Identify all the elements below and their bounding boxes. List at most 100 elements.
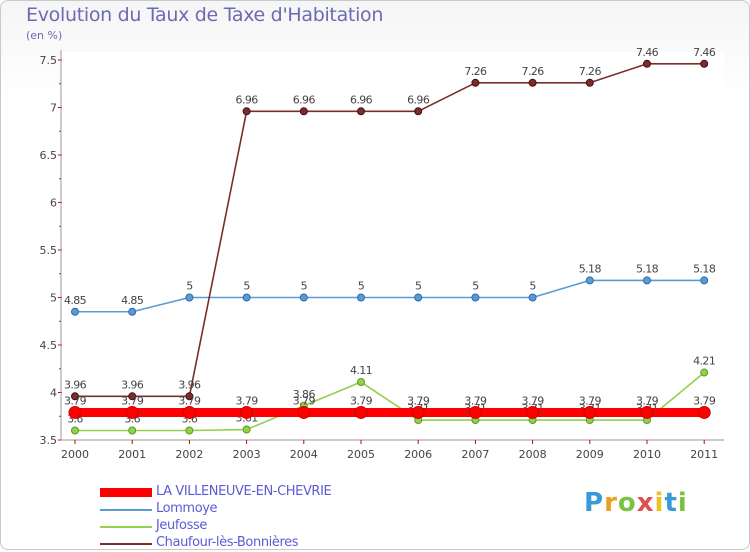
data-label: 3.79 bbox=[579, 394, 602, 407]
data-label: 5 bbox=[186, 280, 193, 293]
data-point bbox=[643, 59, 651, 68]
data-point bbox=[242, 107, 251, 116]
y-tick-label: 4 bbox=[50, 387, 57, 400]
data-point bbox=[526, 405, 540, 419]
x-tick-label: 2002 bbox=[175, 448, 203, 461]
data-label: 5 bbox=[415, 280, 422, 293]
x-tick-label: 2011 bbox=[690, 448, 718, 461]
data-point bbox=[71, 392, 79, 401]
logo-letter: t bbox=[664, 488, 678, 518]
data-point bbox=[71, 426, 79, 435]
data-point bbox=[585, 276, 594, 285]
data-point bbox=[299, 293, 308, 302]
data-label: 3.96 bbox=[121, 378, 144, 391]
data-label: 3.79 bbox=[693, 394, 716, 407]
data-label: 3.79 bbox=[522, 394, 545, 407]
data-point bbox=[297, 405, 311, 419]
data-label: 3.79 bbox=[464, 394, 487, 407]
legend-swatch bbox=[100, 543, 152, 545]
data-point bbox=[125, 405, 139, 419]
data-label: 7.46 bbox=[693, 46, 716, 59]
data-point bbox=[182, 405, 196, 419]
x-tick-label: 2005 bbox=[347, 448, 375, 461]
data-point bbox=[68, 405, 82, 419]
data-point bbox=[585, 78, 594, 87]
x-tick-label: 2003 bbox=[233, 448, 261, 461]
data-label: 4.11 bbox=[350, 364, 372, 377]
data-label: 5 bbox=[358, 280, 365, 293]
data-point bbox=[700, 59, 709, 68]
data-label: 3.79 bbox=[121, 394, 144, 407]
x-tick-label: 2004 bbox=[290, 448, 318, 461]
data-label: 3.79 bbox=[236, 394, 259, 407]
logo-letter: i bbox=[654, 488, 665, 518]
data-point bbox=[697, 405, 711, 419]
y-tick-label: 5.5 bbox=[40, 244, 58, 257]
data-label: 5.18 bbox=[636, 262, 659, 275]
y-tick-label: 6.5 bbox=[40, 149, 58, 162]
data-point bbox=[357, 293, 365, 302]
data-point bbox=[71, 307, 79, 316]
y-tick-label: 4.5 bbox=[40, 339, 58, 352]
data-label: 3.79 bbox=[64, 394, 87, 407]
y-tick-label: 5 bbox=[50, 292, 57, 305]
data-point bbox=[185, 426, 194, 435]
data-label: 7.46 bbox=[636, 46, 659, 59]
x-tick-label: 2006 bbox=[404, 448, 432, 461]
logo-letter: o bbox=[617, 488, 637, 518]
plot-area bbox=[61, 52, 724, 440]
proxiti-logo: Proxiti bbox=[584, 488, 688, 518]
data-point bbox=[471, 293, 480, 302]
data-point bbox=[357, 107, 365, 116]
series-line bbox=[75, 371, 705, 432]
data-point bbox=[528, 293, 537, 302]
y-tick-label: 7.5 bbox=[40, 54, 58, 67]
data-point bbox=[471, 78, 480, 87]
logo-letter: x bbox=[636, 488, 655, 518]
series-line bbox=[75, 62, 705, 398]
data-label: 6.96 bbox=[236, 93, 259, 106]
data-label: 3.79 bbox=[350, 394, 373, 407]
data-point bbox=[357, 378, 365, 387]
data-point bbox=[299, 107, 308, 116]
data-label: 3.79 bbox=[293, 394, 316, 407]
x-tick-label: 2007 bbox=[461, 448, 489, 461]
data-label: 3.79 bbox=[407, 394, 430, 407]
chart-unit: (en %) bbox=[26, 29, 63, 42]
data-point bbox=[240, 405, 254, 419]
logo-letter: i bbox=[677, 488, 688, 518]
legend-swatch bbox=[100, 526, 152, 528]
y-tick-label: 3.5 bbox=[40, 434, 58, 447]
data-label: 3.96 bbox=[178, 378, 201, 391]
y-tick-label: 7 bbox=[50, 102, 57, 115]
legend-swatch bbox=[100, 488, 152, 497]
data-label: 3.86 bbox=[293, 388, 316, 401]
legend-label: Lommoye bbox=[156, 501, 218, 516]
data-label: 5 bbox=[301, 280, 308, 293]
data-point bbox=[128, 392, 137, 401]
x-tick-label: 2008 bbox=[519, 448, 547, 461]
data-point bbox=[528, 78, 537, 87]
data-label: 5 bbox=[243, 280, 250, 293]
data-label: 7.26 bbox=[579, 65, 602, 78]
data-point bbox=[468, 405, 482, 419]
data-label: 6.96 bbox=[293, 93, 316, 106]
data-point bbox=[242, 425, 251, 434]
data-point bbox=[242, 293, 251, 302]
data-label: 4.21 bbox=[693, 355, 715, 368]
data-label: 5.18 bbox=[693, 262, 716, 275]
data-point bbox=[185, 293, 194, 302]
legend-label: Jeufosse bbox=[156, 518, 207, 533]
logo-letter: r bbox=[604, 488, 618, 518]
data-point bbox=[128, 426, 137, 435]
x-tick-label: 2010 bbox=[633, 448, 661, 461]
data-point bbox=[643, 276, 651, 285]
logo-letter: P bbox=[584, 488, 605, 518]
legend-label: LA VILLENEUVE-EN-CHEVRIE bbox=[156, 484, 332, 499]
data-point bbox=[128, 307, 137, 316]
y-tick-label: 6 bbox=[50, 197, 57, 210]
data-label: 4.85 bbox=[64, 294, 87, 307]
chart-title: Evolution du Taux de Taxe d'Habitation bbox=[26, 4, 384, 26]
data-label: 7.26 bbox=[464, 65, 487, 78]
data-label: 6.96 bbox=[407, 93, 430, 106]
